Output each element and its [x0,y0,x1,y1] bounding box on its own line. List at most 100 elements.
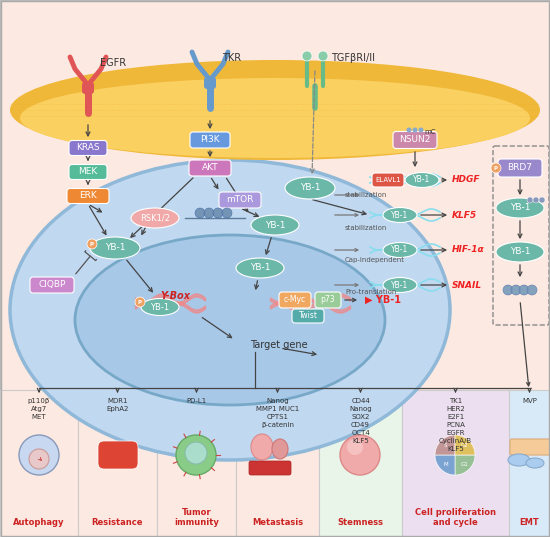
Text: mTOR: mTOR [226,195,254,205]
Ellipse shape [10,160,450,460]
Ellipse shape [508,454,530,466]
Text: MVP: MVP [522,398,537,404]
Circle shape [213,208,223,218]
Text: YB-1: YB-1 [104,243,125,252]
Circle shape [527,285,537,295]
Text: c-Myc: c-Myc [284,295,306,304]
Bar [0,390,78,537]
Bar [402,390,509,537]
Text: YB-1: YB-1 [392,280,409,289]
Text: MEK: MEK [78,168,98,177]
Wedge shape [455,455,475,475]
Circle shape [419,127,424,133]
Text: Target gene: Target gene [250,340,307,350]
Ellipse shape [383,278,417,293]
Circle shape [503,285,513,295]
Text: HIF-1α: HIF-1α [452,245,485,255]
Circle shape [19,435,59,475]
Wedge shape [455,435,475,455]
Ellipse shape [496,242,544,262]
Circle shape [222,208,232,218]
Circle shape [302,51,312,61]
Text: YB-1: YB-1 [265,221,285,229]
Circle shape [195,208,205,218]
Text: Autophagy: Autophagy [13,518,65,527]
Ellipse shape [251,434,273,460]
Circle shape [29,449,49,469]
Text: G1: G1 [460,462,468,467]
Ellipse shape [285,177,335,199]
Text: RSK1/2: RSK1/2 [140,214,170,222]
Text: CIQBP: CIQBP [39,280,65,289]
Text: p73: p73 [321,295,336,304]
Text: EGFR: EGFR [100,58,126,68]
Text: P: P [138,300,142,304]
Ellipse shape [141,299,179,316]
Text: Nanog
MMP1 MUC1
CPTS1
β-catenin: Nanog MMP1 MUC1 CPTS1 β-catenin [256,398,299,428]
Text: Cell proliferation
and cycle: Cell proliferation and cycle [415,507,496,527]
Circle shape [519,285,529,295]
FancyBboxPatch shape [67,188,109,204]
Ellipse shape [251,215,299,235]
Circle shape [412,127,417,133]
Ellipse shape [75,235,385,405]
Text: p110β
Atg7
MET: p110β Atg7 MET [28,398,50,420]
Text: P: P [90,242,94,246]
Text: ▶ YB-1: ▶ YB-1 [365,295,401,305]
FancyBboxPatch shape [510,439,550,455]
Text: MDR1
EphA2: MDR1 EphA2 [106,398,129,412]
Text: Tumor
immunity: Tumor immunity [174,507,219,527]
FancyBboxPatch shape [204,77,216,89]
Text: EMT: EMT [520,518,540,527]
Wedge shape [435,435,455,455]
FancyBboxPatch shape [69,141,107,156]
Ellipse shape [20,78,530,158]
Text: PI3K: PI3K [200,135,220,144]
Bar [236,390,319,537]
Circle shape [87,239,97,249]
Circle shape [491,163,501,173]
Text: CD44
Nanog
SOX2
CD49
OCT4
KLF5: CD44 Nanog SOX2 CD49 OCT4 KLF5 [349,398,372,444]
Text: ELAVL1: ELAVL1 [375,177,401,183]
Ellipse shape [131,208,179,228]
Circle shape [204,208,214,218]
Text: stabilization: stabilization [345,192,387,198]
Text: KLF5: KLF5 [452,211,477,220]
Text: YB-1: YB-1 [392,211,409,220]
Circle shape [185,442,207,464]
Text: TGFβRI/II: TGFβRI/II [331,53,375,63]
Circle shape [533,197,539,203]
Text: Stemness: Stemness [338,518,383,527]
Bar [319,390,402,537]
Ellipse shape [496,198,544,218]
Text: PD-L1: PD-L1 [186,398,207,404]
Circle shape [135,297,145,307]
Text: TKR: TKR [222,53,241,63]
Text: SNAIL: SNAIL [452,280,482,289]
Text: Twist: Twist [299,311,317,321]
Text: NSUN2: NSUN2 [399,135,431,144]
Bar [78,390,157,537]
Text: YB-1: YB-1 [510,204,530,213]
Circle shape [318,51,328,61]
Circle shape [539,197,545,203]
Ellipse shape [10,60,540,160]
Text: KRAS: KRAS [76,143,100,153]
Text: YB-1: YB-1 [300,184,320,192]
Text: YB-1: YB-1 [151,302,169,311]
FancyBboxPatch shape [292,309,324,323]
Text: ERK: ERK [79,192,97,200]
FancyBboxPatch shape [498,159,542,177]
Circle shape [527,197,533,203]
Circle shape [406,127,411,133]
Bar [509,390,550,537]
Text: Pro-translation: Pro-translation [345,289,397,295]
Text: S: S [444,444,448,448]
Text: HDGF: HDGF [452,176,481,185]
FancyBboxPatch shape [82,82,94,94]
Text: Y-Box: Y-Box [160,291,190,301]
Text: M: M [443,462,448,467]
FancyBboxPatch shape [249,461,291,475]
FancyBboxPatch shape [98,441,138,469]
FancyBboxPatch shape [393,132,437,149]
